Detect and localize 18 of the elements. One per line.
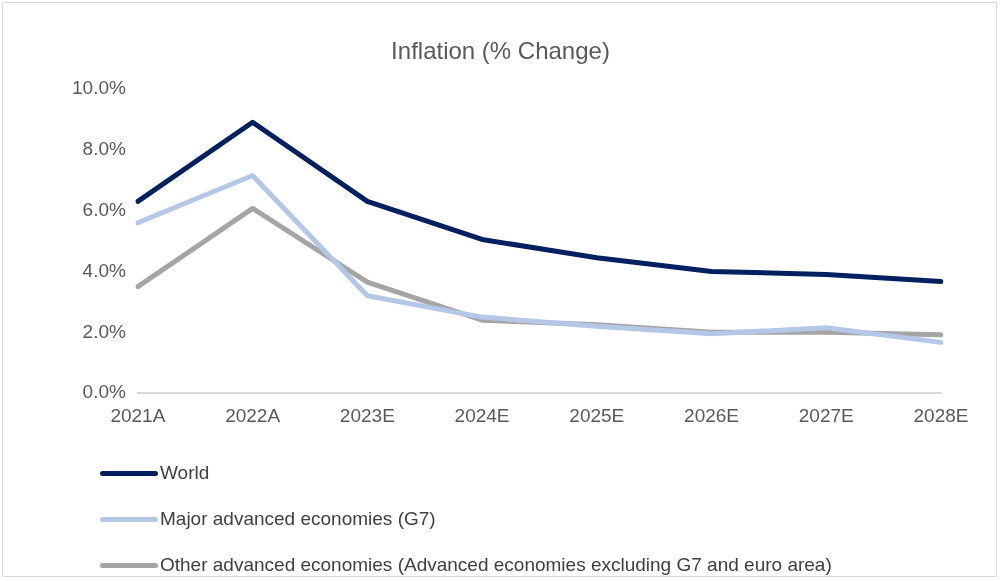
x-tick-label: 2026E [684,404,740,426]
chart-title: Inflation (% Change) [391,37,610,65]
y-tick-label: 10.0% [72,77,126,99]
legend-label: World [160,462,210,484]
y-tick-label: 0.0% [82,381,126,403]
legend-label: Major advanced economies (G7) [160,508,436,530]
y-tick-label: 4.0% [82,259,126,281]
x-tick-label: 2023E [339,404,395,426]
y-tick-label: 2.0% [82,320,126,342]
y-tick-label: 8.0% [82,137,126,159]
x-tick-label: 2025E [569,404,625,426]
x-tick-label: 2022A [225,404,281,426]
x-tick-label: 2027E [798,404,854,426]
x-tick-label: 2024E [454,404,510,426]
legend-label: Other advanced economies (Advanced economies excluding G7 and euro area) [160,554,832,576]
x-tick-label: 2021A [110,404,166,426]
y-tick-label: 6.0% [82,198,126,220]
x-tick-label: 2028E [913,404,969,426]
